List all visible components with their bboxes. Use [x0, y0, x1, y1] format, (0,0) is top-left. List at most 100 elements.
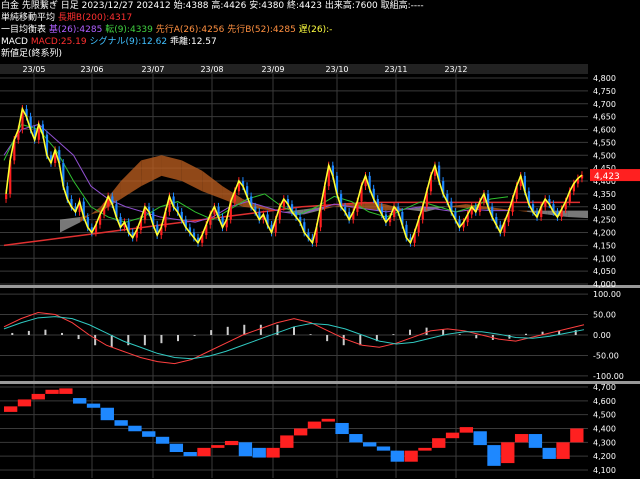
x-tick-label: 23/09 [261, 65, 284, 74]
shinne-tick-label: 4,300 [593, 438, 616, 447]
candle-body [258, 211, 261, 220]
y-tick-label: 4,250 [593, 216, 616, 225]
candle-body [523, 175, 526, 192]
candle-body [409, 237, 412, 243]
shinne-brick [321, 418, 335, 422]
macd-tick-label: 0.00 [593, 331, 611, 340]
shinne-brick [100, 407, 114, 421]
shinne-brick [114, 420, 128, 426]
candle-body [360, 186, 363, 202]
macd-line [3, 311, 585, 365]
candle-body [246, 186, 249, 197]
y-tick-label: 4,150 [593, 241, 616, 250]
pane-separator [0, 285, 640, 288]
candle-body [303, 222, 306, 233]
x-tick-label: 23/06 [80, 65, 103, 74]
candle-body [5, 193, 8, 200]
candle-body [103, 206, 106, 215]
candle-body [454, 211, 457, 220]
candle-body [405, 224, 408, 238]
kumo-segment [324, 204, 345, 210]
y-tick-label: 4,450 [593, 164, 616, 173]
candle-body [421, 206, 424, 220]
candle-body [70, 199, 73, 207]
candle-body [86, 217, 89, 228]
candle-body [9, 160, 12, 194]
shinne-brick [445, 432, 460, 439]
candle-body [466, 214, 469, 223]
x-tick-label: 23/12 [444, 65, 467, 74]
candle-body [376, 199, 379, 207]
candle-body [107, 196, 110, 207]
signal-line [3, 316, 585, 360]
candle-body [148, 206, 151, 212]
candle-body [491, 206, 494, 218]
candle-body [572, 183, 575, 192]
candle-body [90, 227, 94, 233]
candle-body [233, 191, 236, 202]
candle-body [262, 214, 265, 220]
kumo-segment [161, 155, 182, 181]
shinne-tick-label: 4,100 [593, 466, 616, 475]
candle-body [344, 206, 347, 212]
shinne-tick-label: 4,600 [593, 397, 616, 406]
candle-body [197, 237, 200, 243]
shinne-brick [432, 438, 446, 448]
shinne-brick [404, 450, 418, 462]
high-value: 高:4426 [211, 1, 247, 11]
candle-body [536, 211, 539, 218]
macd-tick-label: 100.00 [593, 290, 621, 299]
candle-body [229, 201, 232, 220]
x-tick-label: 23/05 [22, 65, 45, 74]
ma-line: 単純移動平均 長期B(200):4317 [1, 13, 132, 24]
tenkan-value: 転(9):4339 [105, 25, 153, 35]
shinne-brick [73, 398, 87, 404]
candle-body [45, 134, 49, 156]
candle-body [286, 199, 290, 205]
y-tick-label: 4,350 [593, 190, 616, 199]
candle-body [397, 206, 400, 212]
candle-body [41, 124, 45, 135]
senkou-b-value: 先行B(52):4285 [227, 25, 296, 35]
kumo-segment [364, 201, 385, 211]
candle-body [172, 196, 175, 207]
candle-body [425, 191, 428, 207]
ma-label: 単純移動平均 [1, 13, 56, 23]
candle-body [315, 227, 318, 243]
y-tick-label: 4,700 [593, 100, 616, 109]
candle-body [470, 206, 473, 215]
kumo-segment [567, 210, 588, 219]
shinne-brick [459, 427, 474, 433]
candle-body [462, 222, 465, 228]
shinne-brick [4, 406, 18, 412]
ohlc-line: 白金 先限繋ぎ 日足 2023/12/27 202412 始:4388 高:44… [1, 1, 424, 12]
open-interest-value: 取組高:---- [380, 1, 424, 11]
candle-body [119, 217, 122, 228]
candle-body [380, 206, 384, 215]
candle-body [307, 232, 310, 238]
x-axis-band [0, 64, 588, 74]
candle-body [49, 155, 53, 163]
candle-body [13, 139, 16, 161]
candle-body [564, 201, 567, 210]
shinne-brick [363, 442, 377, 447]
y-tick-label: 4,200 [593, 229, 616, 238]
candle-body [511, 199, 514, 212]
y-tick-label: 4,800 [593, 74, 616, 83]
symbol-label: 白金 先限繋ぎ 日足 [1, 1, 79, 11]
candle-body [519, 175, 522, 187]
shinne-brick [31, 393, 45, 400]
candle-body [339, 193, 343, 207]
candle-body [160, 227, 163, 236]
candle-body [372, 188, 375, 200]
candle-body [556, 211, 559, 218]
candle-body [184, 219, 187, 228]
candle-body [531, 204, 535, 212]
candle-body [515, 186, 518, 200]
shinne-label: 新値足(終系列) [1, 49, 63, 59]
candle-body [209, 214, 212, 225]
candle-body [576, 178, 580, 184]
candle-body [507, 211, 510, 223]
candle-body [401, 211, 404, 225]
